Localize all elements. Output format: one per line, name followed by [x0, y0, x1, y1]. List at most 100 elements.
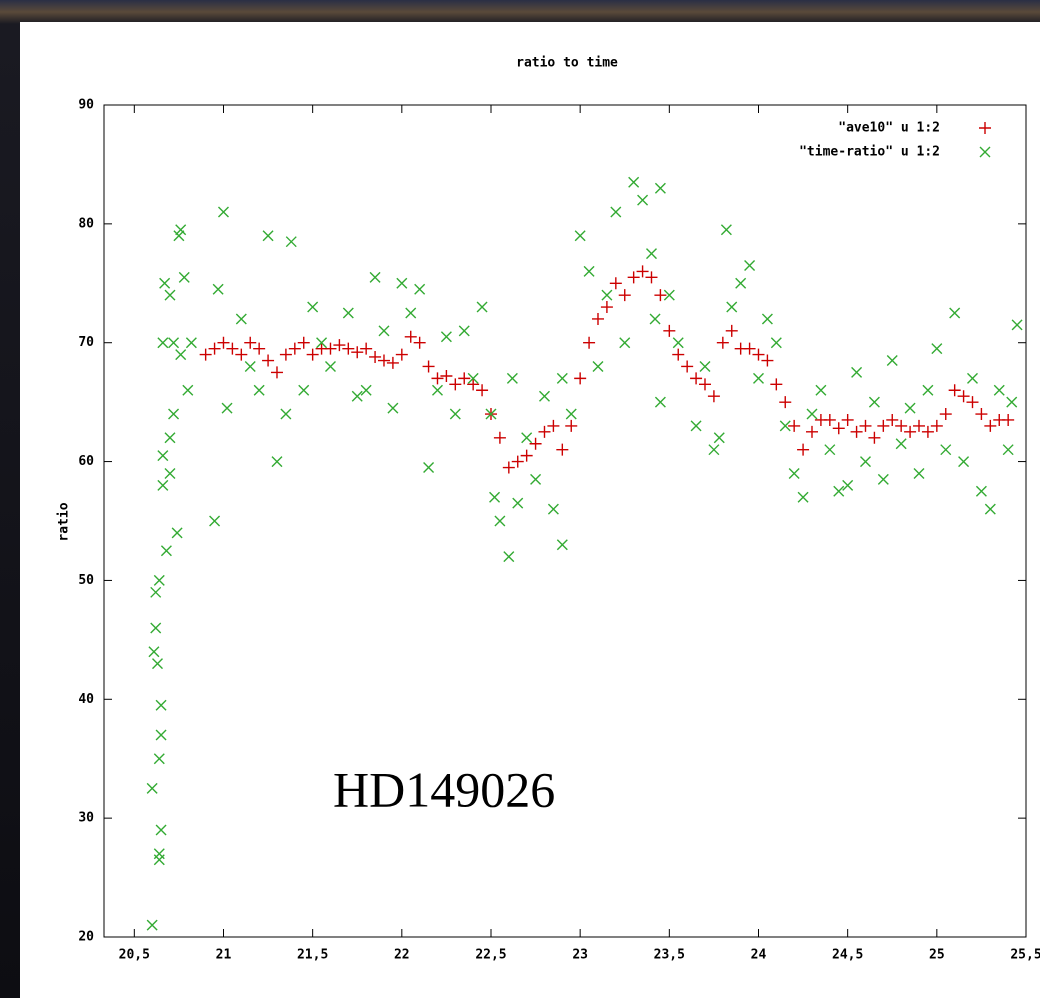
cross-marker: [975, 485, 987, 497]
cross-marker: [1006, 396, 1018, 408]
cross-marker: [1002, 444, 1014, 456]
plus-marker: [520, 449, 533, 462]
cross-marker: [148, 646, 160, 658]
plus-marker: [886, 413, 899, 426]
cross-marker: [556, 372, 568, 384]
cross-marker: [672, 337, 684, 349]
cross-marker: [152, 658, 163, 670]
x-tick-label: 21,5: [297, 948, 328, 963]
plus-marker: [574, 372, 587, 385]
cross-marker: [601, 289, 613, 301]
chart-title: ratio to time: [516, 56, 618, 71]
cross-marker: [175, 224, 187, 236]
plus-marker: [627, 271, 640, 284]
plus-marker: [832, 422, 845, 435]
cross-marker: [171, 527, 183, 539]
plus-marker: [217, 336, 230, 349]
plus-marker: [912, 419, 925, 432]
cross-marker: [993, 384, 1005, 396]
plus-marker: [654, 289, 667, 302]
cross-marker: [185, 337, 197, 349]
cross-marker: [931, 343, 943, 355]
cross-marker: [654, 396, 666, 408]
plus-marker: [199, 348, 212, 361]
cross-marker: [476, 301, 488, 313]
cross-marker: [155, 824, 167, 836]
cross-marker: [209, 515, 221, 527]
plus-marker: [413, 336, 426, 349]
cross-marker: [904, 402, 916, 414]
cross-marker: [984, 503, 996, 515]
cross-marker: [770, 337, 782, 349]
cross-marker: [173, 230, 185, 242]
cross-marker: [217, 206, 229, 218]
cross-marker: [150, 586, 162, 598]
cross-marker: [503, 551, 515, 563]
plus-marker: [895, 419, 908, 432]
cross-marker: [157, 450, 169, 462]
cross-marker: [649, 313, 661, 325]
cross-marker: [155, 699, 167, 711]
cross-marker: [153, 574, 165, 586]
plus-marker: [458, 372, 471, 385]
plus-marker: [716, 336, 729, 349]
cross-marker: [663, 289, 675, 301]
cross-marker: [271, 456, 283, 468]
legend-marker: [979, 122, 991, 134]
cross-marker: [316, 337, 328, 349]
cross-marker: [458, 325, 470, 337]
plus-marker: [707, 390, 720, 403]
plus-marker: [904, 425, 917, 438]
x-tick-label: 25: [929, 948, 945, 963]
plus-marker: [841, 413, 854, 426]
plus-marker: [672, 348, 685, 361]
plus-marker: [511, 455, 524, 468]
cross-marker: [159, 277, 171, 289]
cross-marker: [360, 384, 372, 396]
plus-marker: [351, 346, 364, 359]
plus-marker: [583, 336, 596, 349]
plus-marker: [868, 431, 881, 444]
cross-marker: [253, 384, 265, 396]
plus-marker: [253, 342, 266, 355]
cross-marker: [913, 467, 925, 479]
cross-marker: [449, 408, 461, 420]
plus-marker: [262, 354, 275, 367]
plus-marker: [966, 396, 979, 409]
plus-marker: [565, 419, 578, 432]
plus-marker: [779, 396, 792, 409]
plus-marker: [476, 384, 489, 397]
cross-marker: [851, 366, 863, 378]
plus-marker: [752, 348, 765, 361]
plus-marker: [297, 336, 310, 349]
plus-marker: [226, 342, 239, 355]
cross-marker: [815, 384, 827, 396]
cross-marker: [538, 390, 550, 402]
cross-marker: [431, 384, 443, 396]
x-tick-label: 24: [751, 948, 767, 963]
y-tick-label: 40: [78, 692, 94, 707]
cross-marker: [699, 360, 711, 372]
annotation: HD149026: [333, 761, 555, 817]
cross-marker: [761, 313, 773, 325]
plus-marker: [788, 419, 801, 432]
cross-marker: [842, 479, 854, 491]
cross-marker: [556, 539, 568, 551]
cross-marker: [726, 301, 738, 313]
cross-marker: [592, 360, 604, 372]
x-tick-label: 24,5: [832, 948, 863, 963]
cross-marker: [530, 473, 542, 485]
cross-marker: [178, 271, 190, 283]
plus-marker: [645, 271, 658, 284]
plus-marker: [386, 356, 399, 369]
cross-marker: [583, 265, 595, 277]
x-tick-label: 23: [572, 948, 588, 963]
cross-marker: [779, 420, 791, 432]
cross-marker: [797, 491, 809, 503]
plus-marker: [681, 360, 694, 373]
cross-marker: [720, 224, 732, 236]
cross-marker: [212, 283, 224, 295]
cross-marker: [423, 462, 435, 474]
cross-marker: [868, 396, 880, 408]
